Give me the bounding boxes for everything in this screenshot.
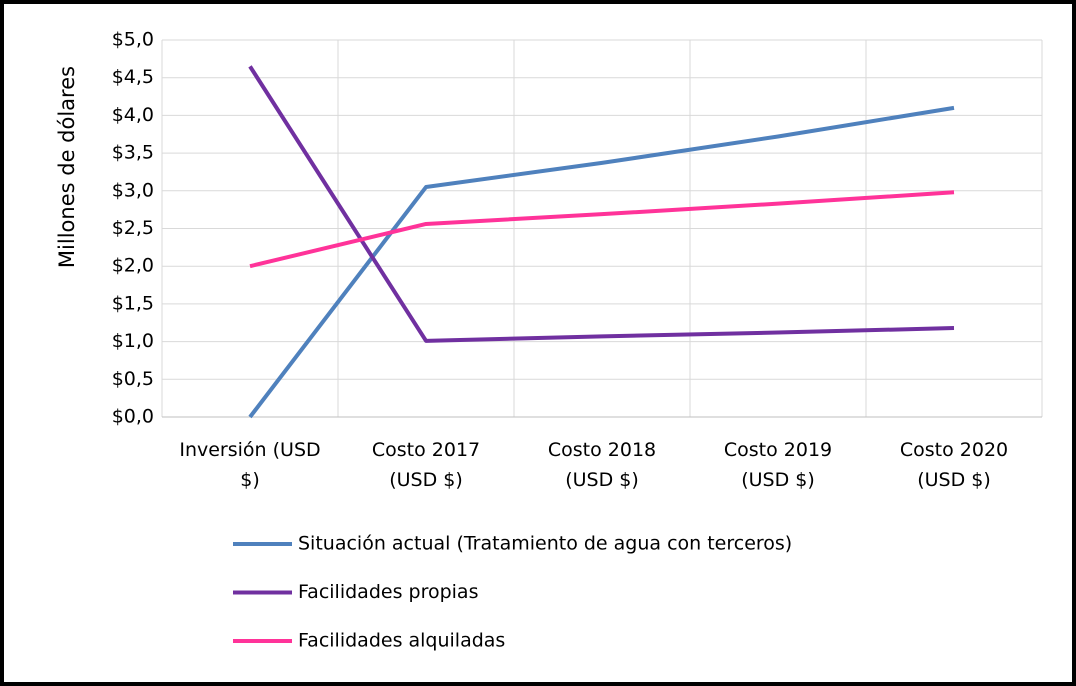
y-tick-label: $3,5 (112, 142, 154, 164)
series-line (249, 190, 955, 269)
legend-label: Facilidades propias (298, 581, 478, 603)
y-tick-label: $1,5 (112, 292, 154, 314)
x-tick-label: Costo 2018 (USD $) (547, 439, 657, 491)
y-tick-label: $5,0 (112, 29, 154, 51)
x-tick-label: Costo 2019 (USD $) (723, 439, 833, 491)
y-tick-label: $2,5 (112, 217, 154, 239)
series-line (248, 105, 955, 419)
y-tick-label: $4,5 (112, 66, 154, 88)
x-tick-label: Costo 2017 (USD $) (371, 439, 481, 491)
legend-label: Situación actual (Tratamiento de agua co… (298, 533, 792, 555)
x-tick-label: Costo 2020 (USD $) (899, 439, 1009, 491)
y-tick-label: $0,0 (112, 406, 154, 428)
y-tick-label: $4,0 (112, 104, 154, 126)
y-tick-label: $2,0 (112, 255, 154, 277)
y-tick-label: $1,0 (112, 330, 154, 352)
legend-label: Facilidades alquiladas (298, 630, 505, 652)
series-line (248, 65, 955, 343)
y-tick-label: $0,5 (112, 368, 154, 390)
x-tick-label: Inversión (USD $) (179, 439, 321, 491)
y-axis-label: Millones de dólares (55, 66, 79, 268)
y-tick-label: $3,0 (112, 179, 154, 201)
chart-svg: Millones de dólares $0,0 $0,5 $1,0 $1,5 $2,0… (55, 29, 1043, 652)
